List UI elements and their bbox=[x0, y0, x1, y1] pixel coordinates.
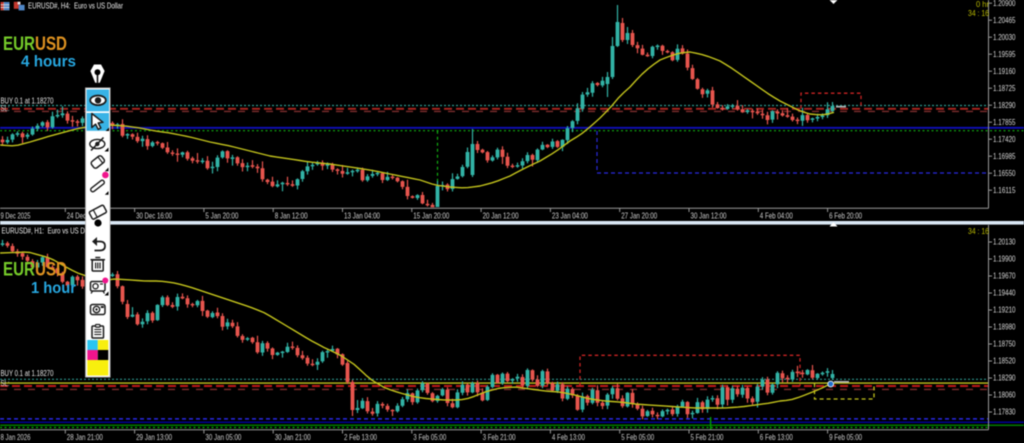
svg-text:1.17420: 1.17420 bbox=[993, 134, 1016, 144]
svg-text:34 : 16: 34 : 16 bbox=[968, 227, 989, 236]
svg-text:1.19595: 1.19595 bbox=[993, 49, 1016, 59]
svg-text:20 Jan 12:00: 20 Jan 12:00 bbox=[483, 211, 519, 221]
svg-text:1.20900: 1.20900 bbox=[993, 0, 1016, 8]
svg-text:29 Jan 13:00: 29 Jan 13:00 bbox=[136, 432, 172, 442]
svg-text:9 Dec 2025: 9 Dec 2025 bbox=[1, 211, 31, 221]
svg-text:EURUSD: EURUSD bbox=[3, 260, 67, 281]
svg-text:8 Jan 12:00: 8 Jan 12:00 bbox=[275, 211, 308, 221]
svg-text:1.18980: 1.18980 bbox=[993, 322, 1016, 332]
svg-text:1.19900: 1.19900 bbox=[993, 254, 1016, 264]
svg-text:SL:: SL: bbox=[1, 104, 10, 113]
svg-text:8 Jan 2026: 8 Jan 2026 bbox=[1, 432, 31, 442]
svg-text:1.16985: 1.16985 bbox=[993, 151, 1016, 161]
svg-text:BUY 0.1 at 1.18270: BUY 0.1 at 1.18270 bbox=[1, 97, 54, 106]
svg-text:EURUSD: EURUSD bbox=[3, 34, 67, 55]
svg-text:5 Feb 05:00: 5 Feb 05:00 bbox=[621, 432, 654, 442]
svg-text:1.19160: 1.19160 bbox=[993, 66, 1016, 76]
svg-text:6 Feb 13:00: 6 Feb 13:00 bbox=[760, 432, 793, 442]
svg-text:1.18290: 1.18290 bbox=[993, 373, 1016, 383]
svg-text:1.18750: 1.18750 bbox=[993, 339, 1016, 349]
svg-text:30 Dec 16:00: 30 Dec 16:00 bbox=[136, 211, 172, 221]
svg-text:EURUSD#, H4: Euro vs US Dolla: EURUSD#, H4: Euro vs US Dollar bbox=[28, 0, 123, 10]
svg-text:1.17830: 1.17830 bbox=[993, 407, 1016, 417]
svg-text:SL:: SL: bbox=[1, 379, 10, 388]
svg-text:4 Feb 04:00: 4 Feb 04:00 bbox=[760, 211, 793, 221]
svg-text:15 Jan 20:00: 15 Jan 20:00 bbox=[413, 211, 449, 221]
svg-text:30 Jan 05:00: 30 Jan 05:00 bbox=[205, 432, 241, 442]
svg-text:2 Feb 13:00: 2 Feb 13:00 bbox=[344, 432, 377, 442]
svg-text:1.16550: 1.16550 bbox=[993, 168, 1016, 178]
svg-text:1.18290: 1.18290 bbox=[993, 100, 1016, 110]
svg-text:30 Jan 12:00: 30 Jan 12:00 bbox=[691, 211, 727, 221]
svg-text:1.16115: 1.16115 bbox=[993, 185, 1016, 195]
svg-text:3 Feb 21:00: 3 Feb 21:00 bbox=[483, 432, 516, 442]
svg-text:4 hours: 4 hours bbox=[21, 54, 76, 71]
svg-text:0 hr: 0 hr bbox=[976, 0, 989, 9]
svg-text:28 Jan 21:00: 28 Jan 21:00 bbox=[67, 432, 103, 442]
svg-text:23 Jan 04:00: 23 Jan 04:00 bbox=[552, 211, 588, 221]
svg-text:1.18725: 1.18725 bbox=[993, 83, 1016, 93]
svg-text:1.19210: 1.19210 bbox=[993, 305, 1016, 315]
svg-text:1.18520: 1.18520 bbox=[993, 356, 1016, 366]
svg-text:1 hour: 1 hour bbox=[31, 280, 76, 297]
svg-text:5 Jan 20:00: 5 Jan 20:00 bbox=[205, 211, 238, 221]
svg-text:1.19670: 1.19670 bbox=[993, 271, 1016, 281]
svg-text:1.20130: 1.20130 bbox=[993, 237, 1016, 247]
svg-text:34 : 16: 34 : 16 bbox=[968, 9, 989, 18]
svg-text:1.20030: 1.20030 bbox=[993, 32, 1016, 42]
svg-text:1.17855: 1.17855 bbox=[993, 117, 1016, 127]
svg-text:27 Jan 20:00: 27 Jan 20:00 bbox=[621, 211, 657, 221]
svg-text:13 Jan 04:00: 13 Jan 04:00 bbox=[344, 211, 380, 221]
svg-text:BUY 0.1 at 1.18270: BUY 0.1 at 1.18270 bbox=[1, 369, 54, 378]
svg-text:6 Feb 20:00: 6 Feb 20:00 bbox=[829, 211, 862, 221]
svg-text:1.20465: 1.20465 bbox=[993, 15, 1016, 25]
svg-text:4 Feb 13:00: 4 Feb 13:00 bbox=[552, 432, 585, 442]
svg-text:24 Dec 08:00: 24 Dec 08:00 bbox=[67, 211, 103, 221]
svg-text:30 Jan 21:00: 30 Jan 21:00 bbox=[275, 432, 311, 442]
svg-text:1.18060: 1.18060 bbox=[993, 390, 1016, 400]
svg-text:EURUSD#, H1: Euro vs US Dolla: EURUSD#, H1: Euro vs US Dollar bbox=[2, 226, 97, 236]
svg-text:5 Feb 21:00: 5 Feb 21:00 bbox=[691, 432, 724, 442]
svg-text:3 Feb 05:00: 3 Feb 05:00 bbox=[413, 432, 446, 442]
svg-text:1.19440: 1.19440 bbox=[993, 288, 1016, 298]
svg-text:9 Feb 05:00: 9 Feb 05:00 bbox=[829, 432, 862, 442]
